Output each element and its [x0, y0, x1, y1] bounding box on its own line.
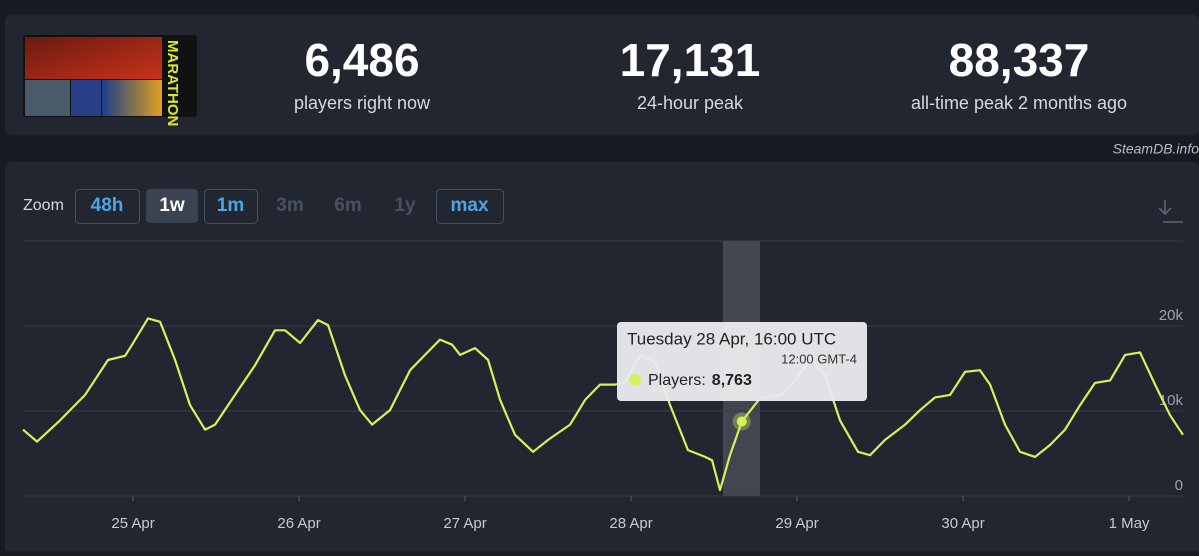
- hover-point: [736, 416, 747, 427]
- x-tick-label: 25 Apr: [111, 515, 154, 532]
- credit: SteamDB.info: [1113, 141, 1199, 157]
- stats-panel: [5, 15, 1199, 135]
- zoom-label: Zoom: [23, 197, 64, 214]
- y-tick-label: 0: [1175, 477, 1183, 494]
- zoom-button[interactable]: [436, 189, 504, 224]
- tooltip-local-time: 12:00 GMT-4: [781, 351, 857, 366]
- zoom-button[interactable]: [146, 189, 198, 223]
- zoom-option[interactable]: 48h: [91, 195, 124, 216]
- x-tick-label: 1 May: [1109, 515, 1150, 532]
- stat-label: 24-hour peak: [637, 93, 744, 113]
- zoom-option: 1y: [394, 195, 416, 216]
- download-icon[interactable]: [1158, 200, 1183, 223]
- x-tick-label: 26 Apr: [277, 515, 320, 532]
- chart-panel: [5, 162, 1199, 556]
- zoom-option: 3m: [276, 195, 303, 216]
- zoom-button[interactable]: [75, 189, 140, 224]
- zoom-option[interactable]: 1m: [217, 195, 244, 216]
- zoom-option[interactable]: max: [450, 195, 488, 216]
- thumbnail: MARATHON: [23, 35, 197, 126]
- tooltip: [617, 322, 867, 401]
- stat-value: 88,337: [949, 34, 1090, 86]
- stat-label: all-time peak 2 months ago: [911, 93, 1127, 113]
- tooltip-title: Tuesday 28 Apr, 16:00 UTC: [627, 329, 836, 348]
- y-tick-label: 20k: [1159, 307, 1184, 324]
- zoom-button[interactable]: [204, 189, 258, 224]
- logo-text: MARATHON: [164, 40, 181, 126]
- x-tick-label: 28 Apr: [609, 515, 652, 532]
- zoom-option: 6m: [334, 195, 361, 216]
- x-tick-label: 27 Apr: [443, 515, 486, 532]
- tooltip-series: Players:: [648, 372, 706, 389]
- tooltip-value: 8,763: [712, 372, 752, 389]
- x-tick-label: 29 Apr: [775, 515, 818, 532]
- tooltip-marker: [629, 374, 641, 386]
- stat-value: 6,486: [304, 34, 419, 86]
- x-tick-label: 30 Apr: [941, 515, 984, 532]
- zoom-option[interactable]: 1w: [159, 195, 185, 216]
- stat-value: 17,131: [620, 34, 761, 86]
- stat-label: players right now: [294, 93, 431, 113]
